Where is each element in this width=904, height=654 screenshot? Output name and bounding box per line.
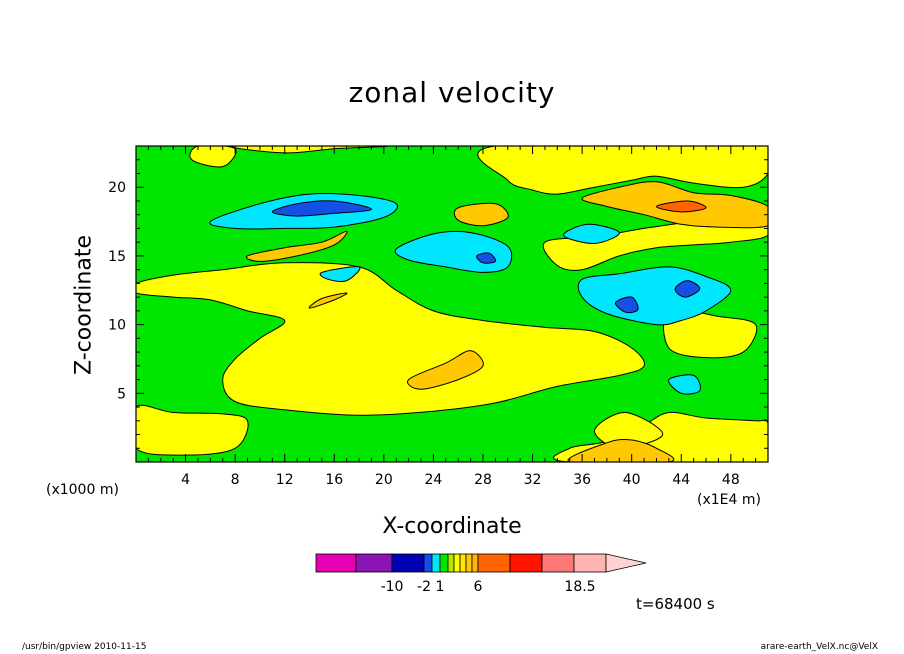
colorbar-label-3: 1 [436,579,445,595]
colorbar-swatch-15 [573,553,607,573]
contour-yellow-1 [136,404,249,456]
colorbar-swatch-10 [465,553,473,573]
y-tick-label-20: 20 [108,180,126,196]
y-tick-label-10: 10 [108,318,126,334]
x-tick-label-40: 40 [623,472,641,488]
contour-yellow-8 [662,308,758,359]
x-unit-label-secondary: (x1E4 m) [697,492,761,508]
x-tick-label-8: 8 [231,472,240,488]
contour-orange-4 [407,350,484,390]
time-label: t=68400 s [636,595,715,613]
contour-yellow-9 [594,411,664,449]
colorbar-swatch-13 [509,553,543,573]
contour-blue-2 [476,252,497,264]
contour-cyan-6 [668,374,701,395]
contour-yellow-4 [542,213,768,271]
contour-cyan-4 [563,223,620,245]
colorbar-swatch-8 [453,553,461,573]
x-tick-label-48: 48 [722,472,740,488]
colorbar-label-2: -2 [417,579,431,595]
x-tick-label-36: 36 [573,472,591,488]
colorbar-label-4: 6 [474,579,483,595]
contour-orange-1 [246,230,348,262]
contour-yellow-2 [136,262,645,416]
colorbar-label-1: -10 [381,579,404,595]
colorbar-label-5: 18.5 [564,579,595,595]
contour-orange-5 [308,292,348,309]
x-tick-label-16: 16 [325,472,343,488]
colorbar-swatch-14 [541,553,575,573]
colorbar-swatch-5 [431,553,441,573]
contour-yellow-3 [477,146,768,195]
contour-blue-4 [674,280,701,298]
x-tick-label-12: 12 [276,472,294,488]
y-axis-label: Z-coordinate [71,235,97,375]
x-unit-label: (x1000 m) [46,482,119,498]
contour-cyan-5 [319,266,361,282]
footer-right: arare-earth_VelX.nc@VelX [760,642,878,652]
colorbar-swatch-2 [355,553,393,573]
contour-blue-3 [615,296,639,314]
colorbar-swatch-6 [439,553,449,573]
colorbar-swatch-4 [423,553,433,573]
x-tick-label-44: 44 [672,472,690,488]
plot-frame [135,145,769,463]
x-tick-label-28: 28 [474,472,492,488]
x-tick-label-4: 4 [181,472,190,488]
x-tick-label-20: 20 [375,472,393,488]
contour-orange-3 [453,202,509,227]
contour-blue-1 [271,200,373,217]
y-tick-label-5: 5 [117,386,126,402]
x-tick-label-32: 32 [524,472,542,488]
colorbar-swatch-9 [459,553,467,573]
x-tick-label-24: 24 [424,472,442,488]
contour-red-1 [655,200,707,213]
chart-title: zonal velocity [348,76,556,109]
colorbar-swatch-11 [471,553,479,573]
y-tick-label-15: 15 [108,249,126,265]
x-axis-label: X-coordinate [382,514,522,539]
colorbar-swatch-7 [447,553,455,573]
colorbar-swatch-12 [477,553,511,573]
colorbar-swatch-1 [315,553,357,573]
colorbar-arrow [605,553,647,573]
contour-orange-6 [567,439,675,462]
contour-cyan-3 [577,266,732,326]
footer-left: /usr/bin/gpview 2010-11-15 [22,642,147,652]
colorbar-swatch-3 [391,553,425,573]
